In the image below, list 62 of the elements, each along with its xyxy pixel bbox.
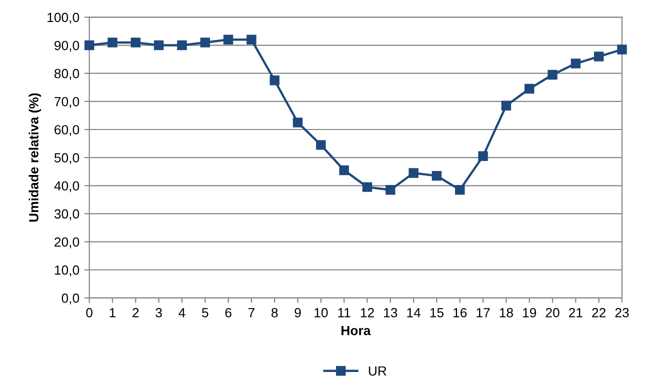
x-tick-label: 15	[430, 308, 444, 318]
x-tick-label: 4	[178, 308, 186, 318]
y-tick-label: 0,0	[62, 294, 80, 304]
y-tick-label: 90,0	[54, 40, 80, 52]
point	[478, 151, 488, 162]
y-tick-label: 50,0	[54, 153, 80, 164]
x-tick-label: 16	[454, 308, 467, 318]
point	[617, 44, 627, 54]
x-tick-label: 12	[360, 308, 374, 318]
x-tick-label: 21	[569, 308, 582, 318]
x-tick-label: 3	[156, 308, 162, 318]
point	[455, 184, 465, 195]
x-tick-label: 2	[132, 308, 139, 318]
point	[200, 38, 210, 48]
point	[316, 140, 326, 150]
x-tick-label: 17	[476, 308, 490, 318]
point	[362, 182, 372, 192]
point	[154, 40, 164, 50]
point	[501, 100, 512, 110]
y-tick-label: 60,0	[54, 125, 80, 136]
point	[177, 40, 187, 50]
x-tick-label: 5	[202, 308, 208, 318]
y-axis-title: Umidade relativa (%)	[28, 93, 42, 222]
y-tick-label: 30,0	[54, 209, 80, 220]
y-tick-label: 20,0	[54, 237, 80, 248]
x-tick-label: 22	[592, 308, 606, 318]
x-tick-label: 8	[272, 308, 278, 318]
x-tick-label: 9	[294, 308, 301, 318]
x-tick-label: 7	[248, 308, 254, 318]
x-tick-label: 23	[615, 308, 629, 318]
point	[548, 70, 558, 80]
point	[223, 34, 234, 45]
x-tick-label: 13	[384, 308, 398, 318]
x-tick-label: 11	[338, 308, 350, 318]
x-tick-label: 1	[110, 308, 116, 318]
point	[339, 165, 349, 176]
point	[84, 40, 94, 50]
point	[292, 118, 303, 128]
y-tick-label: 100,0	[48, 12, 80, 24]
y-tick-label: 80,0	[54, 68, 80, 80]
point	[570, 58, 581, 68]
point	[524, 84, 534, 94]
x-tick-label: 20	[546, 308, 560, 318]
y-tick-label: 70,0	[54, 96, 80, 108]
point	[108, 38, 118, 48]
point	[246, 34, 256, 45]
x-tick-label: 14	[407, 308, 421, 318]
point	[130, 38, 141, 48]
point	[386, 184, 396, 195]
point	[270, 76, 280, 86]
point	[594, 52, 604, 62]
x-tick-label: 0	[86, 308, 92, 318]
point	[432, 170, 442, 181]
x-tick-label: 18	[500, 308, 513, 318]
x-tick-label: 10	[314, 308, 328, 318]
x-tick-label: 19	[523, 308, 536, 318]
point	[408, 168, 418, 178]
y-tick-label: 10,0	[54, 265, 80, 276]
x-tick-label: 6	[225, 308, 232, 318]
legend-label: UR	[368, 366, 386, 376]
y-tick-label: 40,0	[54, 181, 80, 192]
x-axis-title: Hora	[342, 326, 371, 336]
